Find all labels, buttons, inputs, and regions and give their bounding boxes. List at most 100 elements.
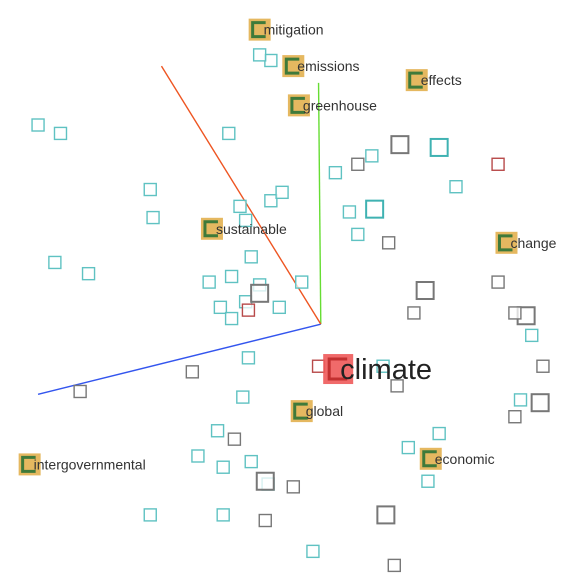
point-label: global	[306, 403, 343, 419]
point-teal-0[interactable]	[264, 53, 278, 68]
point-gray-50[interactable]	[491, 275, 505, 289]
labeled-point-change[interactable]: change	[495, 231, 557, 254]
point-teal-8[interactable]	[264, 194, 278, 208]
labeled-point-sustainable[interactable]: sustainable	[200, 217, 287, 240]
focus-point-mark	[327, 357, 348, 381]
point-teal-20[interactable]	[48, 255, 62, 270]
point-teal-44[interactable]	[236, 390, 250, 404]
point-gray-45[interactable]	[390, 135, 410, 155]
labeled-point-mark	[251, 21, 266, 39]
labeled-point-mark	[290, 96, 305, 114]
point-teal-40[interactable]	[191, 449, 205, 463]
point-teal-5[interactable]	[143, 182, 157, 197]
point-teal-26[interactable]	[342, 205, 357, 219]
labeled-point-economic[interactable]: economic	[419, 447, 495, 470]
point-teal-18[interactable]	[224, 311, 239, 326]
labeled-point-mark	[203, 220, 218, 238]
point-teal-1[interactable]	[252, 48, 267, 62]
point-teal-12[interactable]	[224, 269, 239, 284]
point-teal_dark-24[interactable]	[429, 137, 449, 157]
point-gray-65[interactable]	[73, 384, 87, 399]
point-teal-38[interactable]	[244, 454, 258, 469]
point-red-66[interactable]	[491, 157, 505, 171]
point-gray-58[interactable]	[185, 365, 200, 379]
point-gray-48[interactable]	[415, 281, 435, 300]
point-teal-42[interactable]	[216, 508, 230, 522]
point-red-68[interactable]	[311, 359, 326, 373]
labeled-point-mark	[497, 234, 513, 252]
point-label: emissions	[297, 58, 359, 74]
point-teal-43[interactable]	[306, 544, 320, 559]
point-gray-59[interactable]	[227, 432, 242, 446]
point-teal-29[interactable]	[295, 275, 309, 289]
point-label: greenhouse	[303, 97, 377, 113]
point-red-67[interactable]	[241, 303, 256, 317]
point-label: economic	[435, 451, 495, 467]
point-label: mitigation	[264, 22, 324, 38]
point-teal-14[interactable]	[213, 300, 228, 315]
scatter-points	[31, 48, 550, 573]
point-teal-17[interactable]	[272, 300, 286, 315]
point-gray-46[interactable]	[351, 157, 365, 171]
point-gray-62[interactable]	[258, 513, 272, 528]
labeled-points: mitigation emissions effects greenhouse sust…	[18, 18, 557, 476]
point-teal-9[interactable]	[275, 185, 289, 200]
projection-axes	[37, 65, 322, 395]
point-teal-34[interactable]	[432, 426, 446, 441]
labeled-point-effects[interactable]: effects	[405, 69, 462, 92]
axis-y-line	[317, 82, 322, 325]
labeled-point-mark	[284, 57, 300, 75]
point-label: effects	[421, 72, 462, 88]
point-teal_dark-27[interactable]	[365, 199, 385, 219]
point-teal-32[interactable]	[513, 393, 528, 407]
point-teal-41[interactable]	[143, 508, 157, 522]
point-teal-35[interactable]	[421, 474, 435, 488]
point-teal-19[interactable]	[241, 351, 256, 365]
labeled-point-mark	[293, 402, 308, 420]
point-teal-11[interactable]	[244, 250, 258, 264]
point-teal-33[interactable]	[401, 440, 416, 455]
point-teal-21[interactable]	[81, 266, 96, 281]
labeled-point-mark	[408, 71, 423, 89]
point-teal-2[interactable]	[31, 118, 45, 132]
point-gray-49[interactable]	[407, 306, 421, 320]
point-gray-47[interactable]	[381, 236, 396, 250]
axis-z-line	[160, 65, 322, 325]
point-teal-37[interactable]	[216, 460, 230, 474]
point-teal-25[interactable]	[449, 180, 463, 194]
point-gray-52[interactable]	[508, 306, 522, 320]
labeled-point-intergovernmental[interactable]: intergovernmental	[18, 453, 146, 476]
labeled-point-global[interactable]: global	[290, 400, 343, 423]
point-gray-54[interactable]	[530, 393, 550, 413]
point-teal-4[interactable]	[222, 126, 236, 141]
point-teal-36[interactable]	[210, 424, 225, 438]
point-teal-6[interactable]	[146, 210, 160, 225]
axis-x-line	[37, 323, 321, 395]
point-label: change	[510, 235, 556, 251]
point-gray-61[interactable]	[286, 480, 301, 494]
point-teal-22[interactable]	[328, 165, 343, 180]
labeled-point-emissions[interactable]: emissions	[282, 55, 360, 78]
point-teal-10[interactable]	[233, 199, 247, 214]
point-gray-53[interactable]	[536, 359, 550, 373]
point-gray-64[interactable]	[387, 558, 401, 573]
point-teal-3[interactable]	[53, 126, 68, 141]
point-teal-28[interactable]	[351, 227, 365, 242]
point-label: intergovernmental	[34, 456, 146, 472]
point-teal-30[interactable]	[376, 359, 390, 373]
point-gray-55[interactable]	[508, 410, 522, 424]
point-teal-7[interactable]	[238, 213, 253, 228]
point-gray-63[interactable]	[376, 505, 396, 525]
focus-point[interactable]: climate	[323, 354, 432, 386]
labeled-point-greenhouse[interactable]: greenhouse	[287, 94, 377, 117]
point-teal-15[interactable]	[202, 275, 216, 289]
point-gray-56[interactable]	[390, 379, 404, 393]
point-gray-60[interactable]	[255, 471, 275, 491]
labeled-point-mitigation[interactable]: mitigation	[248, 18, 324, 41]
point-teal-31[interactable]	[525, 328, 539, 343]
point-gray-57[interactable]	[250, 283, 270, 303]
labeled-point-mark	[21, 455, 36, 473]
point-teal-23[interactable]	[365, 149, 379, 163]
labeled-point-mark	[422, 450, 437, 468]
